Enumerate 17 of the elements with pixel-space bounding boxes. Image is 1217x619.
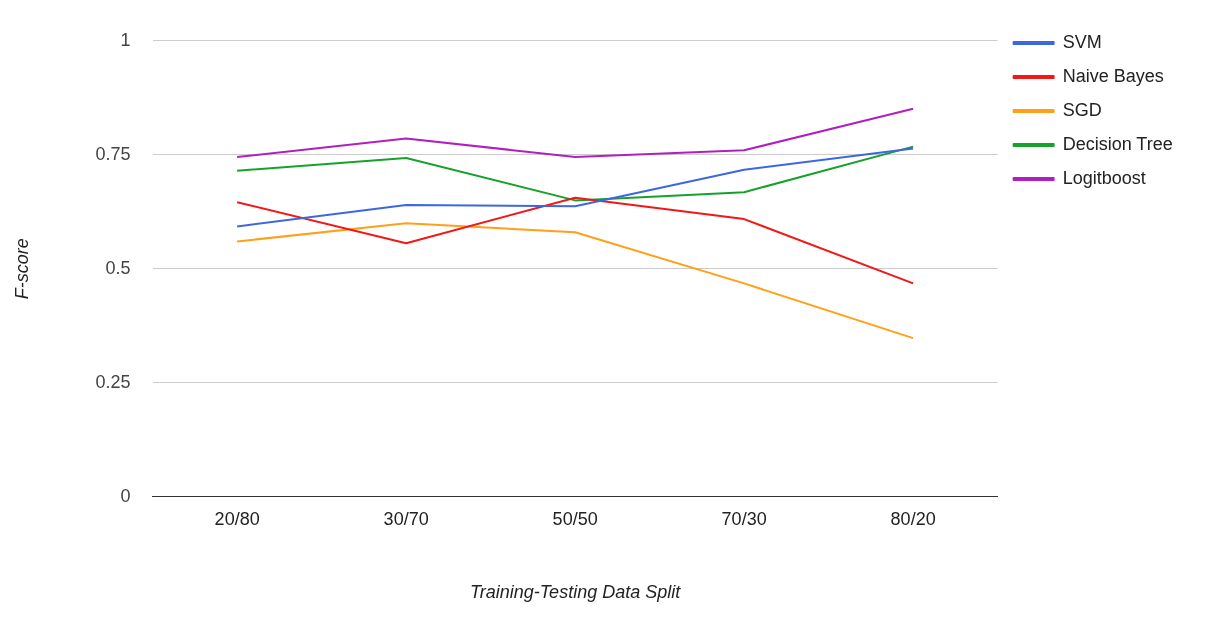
x-tick-label: 30/70 <box>383 508 429 529</box>
legend-label: Naive Bayes <box>1062 65 1164 86</box>
x-tick-label: 20/80 <box>214 508 260 529</box>
y-tick-label: 0.75 <box>95 143 131 164</box>
x-tick-label: 70/30 <box>721 508 767 529</box>
y-tick-label: 0 <box>120 485 131 506</box>
x-axis-title: Training-Testing Data Split <box>470 582 682 603</box>
legend-label: Logitboost <box>1062 167 1146 188</box>
y-tick-label: 1 <box>120 29 131 50</box>
legend-label: SGD <box>1062 99 1102 120</box>
x-tick-label: 50/50 <box>552 508 598 529</box>
legend-label: Decision Tree <box>1062 133 1173 154</box>
y-tick-label: 0.5 <box>105 257 131 278</box>
y-axis-title: F-score <box>11 238 32 300</box>
y-tick-label: 0.25 <box>95 371 131 392</box>
legend-label: SVM <box>1062 31 1102 52</box>
x-tick-label: 80/20 <box>890 508 936 529</box>
